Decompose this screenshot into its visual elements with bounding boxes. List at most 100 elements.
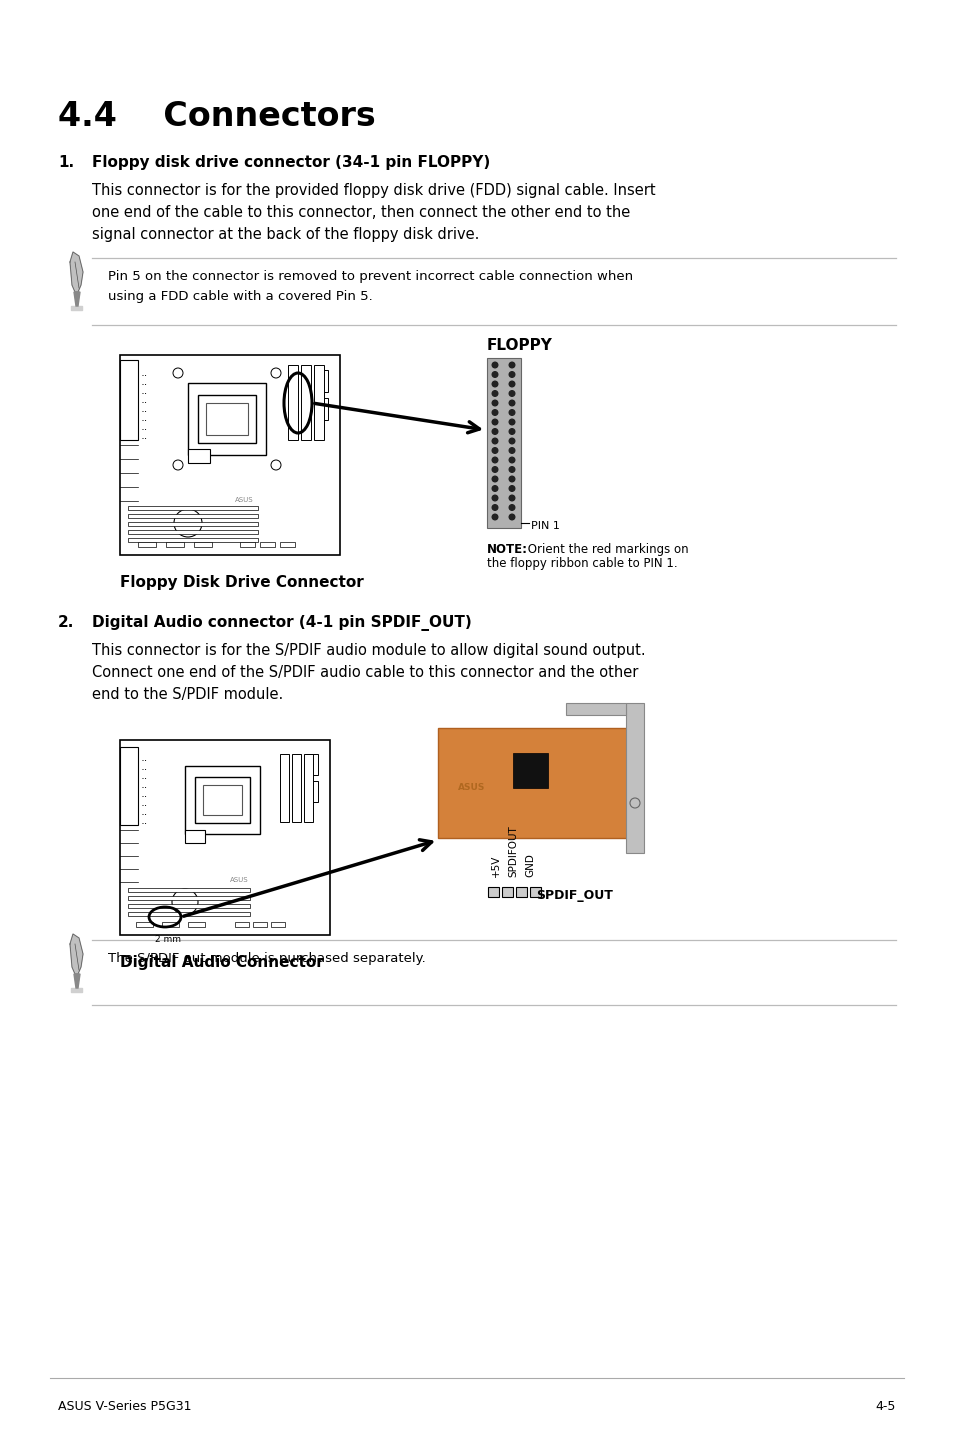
Text: ASUS: ASUS: [457, 784, 485, 792]
Text: This connector is for the provided floppy disk drive (FDD) signal cable. Insert: This connector is for the provided flopp…: [91, 183, 655, 198]
Bar: [314, 370, 328, 393]
Text: Pin 5 on the connector is removed to prevent incorrect cable connection when: Pin 5 on the connector is removed to pre…: [108, 270, 633, 283]
Circle shape: [509, 467, 515, 472]
Text: Floppy disk drive connector (34-1 pin FLOPPY): Floppy disk drive connector (34-1 pin FL…: [91, 155, 490, 170]
Circle shape: [509, 429, 515, 434]
Circle shape: [492, 495, 497, 500]
Bar: [166, 542, 184, 546]
Bar: [128, 889, 250, 892]
Text: using a FDD cable with a covered Pin 5.: using a FDD cable with a covered Pin 5.: [108, 290, 373, 303]
Bar: [488, 887, 498, 897]
Text: Floppy Disk Drive Connector: Floppy Disk Drive Connector: [120, 575, 363, 590]
Text: 2.: 2.: [58, 615, 74, 630]
Bar: [128, 896, 250, 900]
Circle shape: [509, 439, 515, 444]
Bar: [486, 358, 520, 528]
Bar: [188, 922, 205, 928]
Bar: [530, 887, 540, 897]
Text: 2 mm: 2 mm: [154, 935, 181, 943]
Circle shape: [509, 381, 515, 387]
Bar: [314, 365, 324, 440]
Circle shape: [492, 420, 497, 424]
Bar: [260, 542, 274, 546]
Bar: [128, 513, 257, 518]
Text: 4.4    Connectors: 4.4 Connectors: [58, 101, 375, 132]
Bar: [194, 777, 250, 823]
Text: the floppy ribbon cable to PIN 1.: the floppy ribbon cable to PIN 1.: [486, 557, 677, 569]
Bar: [292, 754, 301, 823]
Circle shape: [509, 420, 515, 424]
Circle shape: [509, 457, 515, 463]
Circle shape: [509, 505, 515, 510]
Text: ASUS V-Series P5G31: ASUS V-Series P5G31: [58, 1401, 192, 1414]
Bar: [128, 506, 257, 510]
Text: 1.: 1.: [58, 155, 74, 170]
Text: SPDIF_OUT: SPDIF_OUT: [536, 889, 612, 902]
Polygon shape: [74, 292, 80, 306]
Circle shape: [509, 476, 515, 482]
Circle shape: [492, 467, 497, 472]
Circle shape: [509, 495, 515, 500]
Text: ASUS: ASUS: [234, 498, 253, 503]
Bar: [128, 531, 257, 533]
Bar: [565, 703, 625, 715]
Text: +5V: +5V: [491, 854, 500, 877]
Bar: [120, 355, 339, 555]
Text: FLOPPY: FLOPPY: [486, 338, 553, 352]
Bar: [128, 538, 257, 542]
Circle shape: [173, 509, 202, 536]
Circle shape: [492, 439, 497, 444]
Circle shape: [509, 515, 515, 519]
Circle shape: [509, 400, 515, 406]
Circle shape: [172, 889, 198, 915]
Bar: [280, 542, 294, 546]
Bar: [128, 522, 257, 526]
Circle shape: [172, 368, 183, 378]
Circle shape: [492, 515, 497, 519]
Text: Orient the red markings on: Orient the red markings on: [523, 544, 688, 557]
Circle shape: [509, 391, 515, 397]
Bar: [280, 754, 289, 823]
Polygon shape: [74, 974, 80, 988]
Bar: [304, 754, 313, 823]
Text: ASUS: ASUS: [230, 877, 249, 883]
Text: one end of the cable to this connector, then connect the other end to the: one end of the cable to this connector, …: [91, 206, 630, 220]
Circle shape: [509, 410, 515, 416]
Bar: [234, 922, 249, 928]
Text: NOTE:: NOTE:: [486, 544, 527, 557]
Circle shape: [492, 371, 497, 377]
Bar: [193, 542, 212, 546]
Circle shape: [509, 362, 515, 368]
Text: SPDIFOUT: SPDIFOUT: [507, 825, 517, 877]
Circle shape: [492, 486, 497, 492]
Text: The S/PDIF out module is purchased separately.: The S/PDIF out module is purchased separ…: [108, 952, 425, 965]
Bar: [437, 728, 627, 838]
Bar: [305, 754, 317, 775]
Circle shape: [492, 410, 497, 416]
Bar: [136, 922, 152, 928]
Polygon shape: [70, 252, 83, 292]
Bar: [253, 922, 267, 928]
Circle shape: [629, 798, 639, 808]
Circle shape: [172, 460, 183, 470]
Bar: [271, 922, 285, 928]
Text: PIN 1: PIN 1: [531, 521, 559, 531]
Bar: [120, 746, 138, 825]
Text: This connector is for the S/PDIF audio module to allow digital sound output.: This connector is for the S/PDIF audio m…: [91, 643, 645, 659]
Bar: [120, 741, 330, 935]
Circle shape: [509, 447, 515, 453]
Bar: [288, 365, 297, 440]
Bar: [198, 395, 255, 443]
Bar: [206, 403, 248, 436]
Bar: [188, 449, 210, 463]
Bar: [240, 542, 254, 546]
Circle shape: [509, 486, 515, 492]
Text: Connect one end of the S/PDIF audio cable to this connector and the other: Connect one end of the S/PDIF audio cabl…: [91, 664, 638, 680]
Bar: [516, 887, 526, 897]
Circle shape: [509, 371, 515, 377]
Bar: [501, 887, 513, 897]
Text: end to the S/PDIF module.: end to the S/PDIF module.: [91, 687, 283, 702]
Bar: [138, 542, 156, 546]
Text: Digital Audio Connector: Digital Audio Connector: [120, 955, 323, 971]
Text: signal connector at the back of the floppy disk drive.: signal connector at the back of the flop…: [91, 227, 478, 242]
